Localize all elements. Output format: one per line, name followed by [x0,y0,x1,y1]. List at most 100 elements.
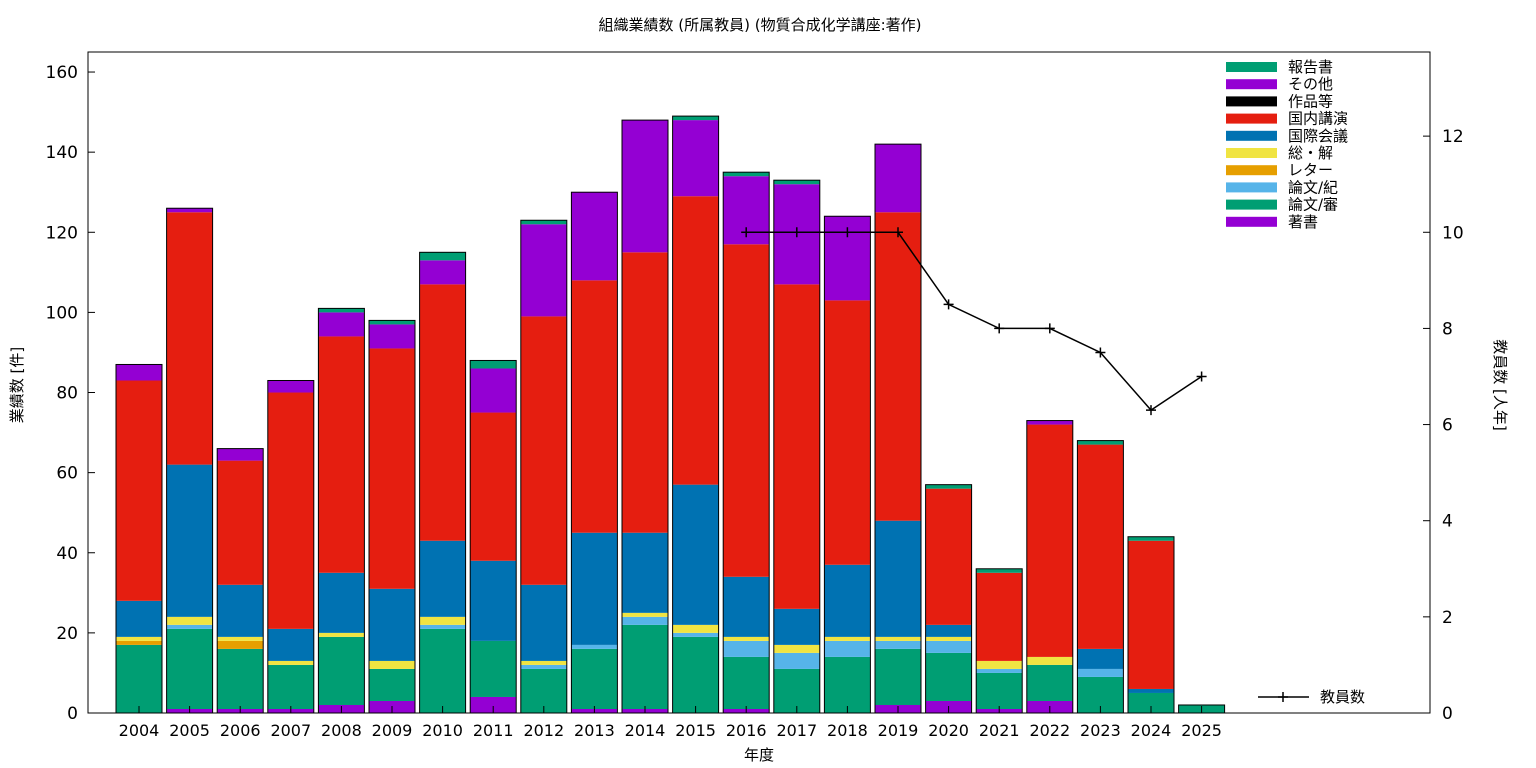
bar-segment-2013-s2 [571,644,618,649]
x-tick-label: 2023 [1080,721,1121,740]
bar-segment-2018-s2 [824,640,871,657]
bar-segment-2013-s6 [571,280,618,533]
bar-segment-2008-s1 [318,636,365,705]
bar-segment-2019-s6 [875,212,921,521]
legend-swatch [1226,165,1277,176]
chart-title: 組織業績数 (所属教員) (物質合成化学講座:著作) [598,16,921,34]
y2-tick-label: 12 [1442,127,1464,147]
bar-segment-2014-s2 [622,616,668,625]
legend-line-label: 教員数 [1320,688,1365,706]
x-tick-label: 2017 [776,721,817,740]
bar-segment-2015-s9 [672,116,719,121]
legend-label: 著書 [1288,213,1318,231]
plot-frame [87,51,1431,714]
bar-segment-2020-s6 [925,488,972,625]
bar-segment-2010-s8 [419,260,466,285]
bar-segment-2019-s4 [875,636,921,641]
x-tick-label: 2019 [878,721,919,740]
y-tick-label: 140 [46,143,78,163]
bar-segment-2009-s6 [369,348,415,589]
x-tick-label: 2005 [169,721,210,740]
bar-segment-2015-s4 [672,624,719,633]
legend-label: 総・解 [1288,144,1333,162]
bar-segment-2016-s6 [723,244,770,577]
bar-segment-2012-s6 [520,316,567,585]
bar-segment-2004-s3 [116,640,162,645]
bar-segment-2006-s5 [217,584,264,637]
bar-segment-2017-s9 [773,180,820,185]
bar-segment-2019-s1 [875,648,921,705]
bar-segment-2005-s5 [166,464,213,617]
legend-swatch [1226,182,1277,193]
line-point-2017 [791,227,802,238]
bar-segment-2021-s4 [976,660,1023,669]
line-point-2022 [1044,323,1055,334]
bar-segment-2009-s5 [369,588,415,661]
x-tick-label: 2015 [675,721,716,740]
bar-segment-2018-s5 [824,564,871,637]
bar-segment-2016-s1 [723,656,770,709]
bar-segment-2023-s2 [1077,668,1124,677]
bar-segment-2018-s6 [824,300,871,565]
y-tick-label: 80 [56,384,78,404]
x-tick-label: 2016 [726,721,767,740]
bar-segment-2021-s2 [976,668,1023,673]
x-axis-label: 年度 [744,746,774,764]
bar-segment-2015-s2 [672,632,719,637]
legend-label: その他 [1288,75,1333,93]
bar-segment-2011-s8 [470,368,517,413]
bar-segment-2008-s8 [318,312,365,337]
line-point-2021 [994,323,1005,334]
bar-segment-2013-s5 [571,532,618,645]
legend-label: 論文/紀 [1288,178,1338,196]
bar-segment-2005-s8 [166,208,213,213]
bar-segment-2010-s1 [419,628,466,713]
bar-segment-2010-s5 [419,540,466,617]
x-tick-label: 2007 [270,721,311,740]
bar-segment-2006-s3 [217,640,264,649]
bar-segment-2012-s9 [520,220,567,225]
bar-segment-2013-s8 [571,192,618,281]
bar-segment-2021-s1 [976,672,1023,709]
bar-segment-2011-s5 [470,560,517,641]
bar-segment-2011-s9 [470,360,517,369]
bar-segment-2014-s1 [622,624,668,709]
x-tick-label: 2009 [372,721,413,740]
bar-segment-2020-s5 [925,624,972,637]
line-point-2018 [842,227,853,238]
x-tick-label: 2021 [979,721,1020,740]
bar-segment-2016-s9 [723,172,770,177]
bar-segment-2007-s8 [267,380,314,393]
y2-tick-label: 6 [1442,416,1453,436]
x-tick-label: 2004 [119,721,160,740]
legend-swatch [1226,130,1277,141]
bar-segment-2012-s1 [520,668,567,713]
legend-label: 国内講演 [1288,110,1348,128]
y2-tick-label: 10 [1442,223,1464,243]
y-tick-label: 40 [56,544,78,564]
bar-segment-2008-s5 [318,572,365,633]
legend-swatch [1226,62,1277,72]
bars-layer [115,115,1226,714]
bar-segment-2011-s1 [470,640,517,697]
bar-segment-2023-s6 [1077,444,1124,649]
bar-segment-2010-s4 [419,616,466,625]
x-tick-label: 2010 [422,721,463,740]
bar-segment-2021-s9 [976,568,1023,573]
bar-segment-2012-s8 [520,224,567,317]
y2-tick-label: 0 [1442,704,1453,724]
line-point-2024 [1146,405,1156,416]
x-tick-label: 2025 [1181,721,1222,740]
y2-tick-label: 8 [1442,319,1453,339]
bar-segment-2018-s4 [824,636,871,641]
bar-segment-2023-s5 [1077,648,1124,669]
bar-segment-2006-s8 [217,448,264,461]
line-teacher-count [746,231,1203,412]
bar-segment-2014-s4 [622,612,668,617]
bar-segment-2024-s9 [1128,536,1174,541]
legend-label: 報告書 [1288,58,1333,76]
bar-segment-2004-s4 [116,636,162,641]
bar-segment-2007-s5 [267,628,314,661]
